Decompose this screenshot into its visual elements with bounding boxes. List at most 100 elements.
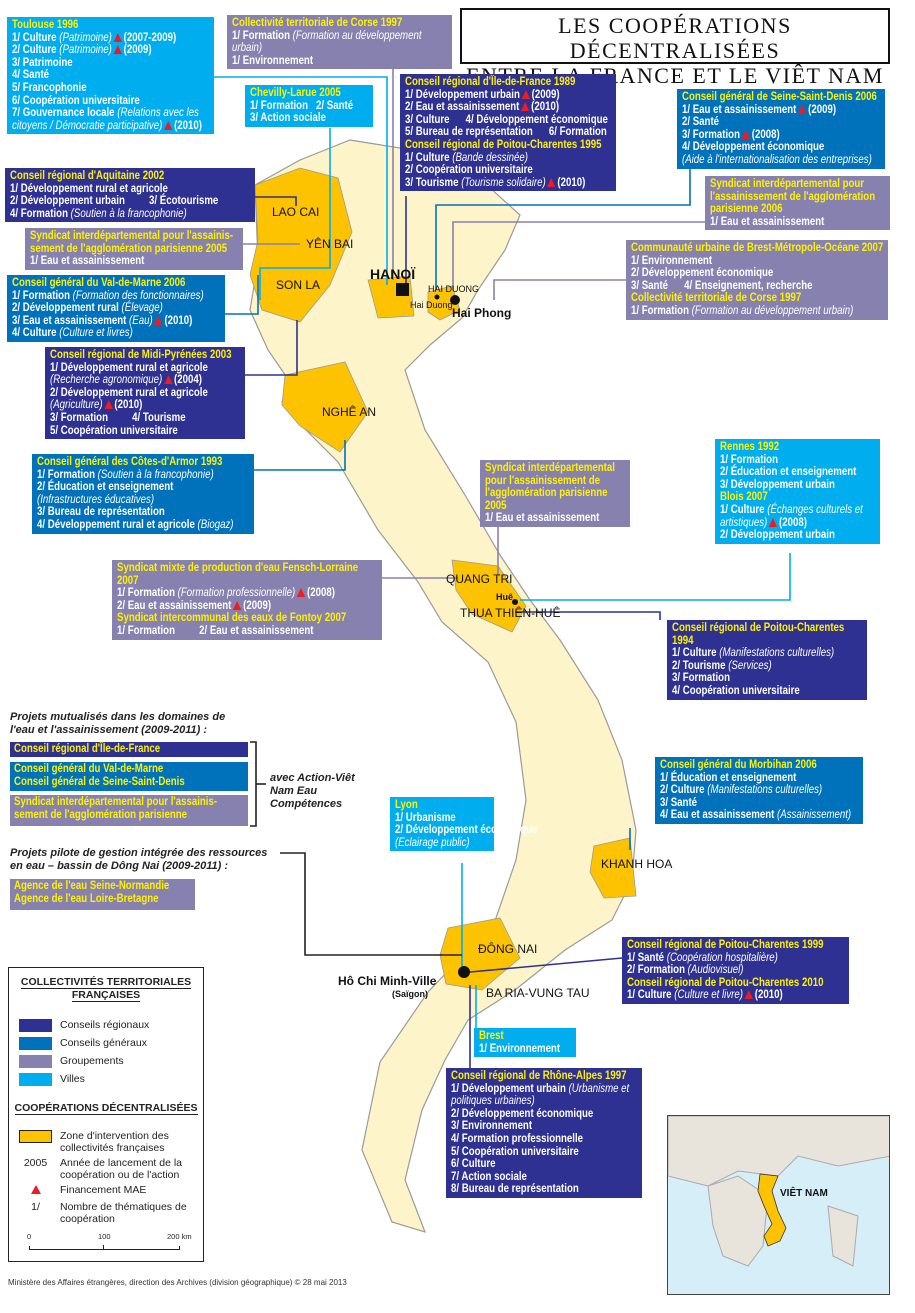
theme-text: 3/ Eau et assainissement (12, 314, 127, 327)
theme-text: 3/ Tourisme (405, 176, 459, 189)
hai-duong-marker (434, 294, 440, 300)
theme-text: 1/ Environnement (631, 254, 713, 267)
hcm-marker (458, 966, 470, 978)
zone-hai-duong (427, 285, 461, 321)
theme-line: (Recherche agronomique) (2004) (50, 374, 241, 387)
map-title: LES COOPÉRATIONS DÉCENTRALISÉES ENTRE LA… (460, 8, 890, 88)
theme-detail: (Manifestations culturelles) (719, 647, 835, 660)
theme-line: 5/ Francophonie (12, 82, 210, 95)
theme-line: 2/ Éducation et enseignement (720, 466, 876, 479)
theme-text: 6/ Coopération universitaire (12, 94, 140, 107)
box-title: Chevilly-Larue 2005 (250, 87, 341, 99)
mutualises-heading: Projets mutualisés dans les domaines de … (10, 711, 226, 736)
box-title: Conseil général du Morbihan 2006 (660, 759, 817, 771)
hai-phong-marker (450, 295, 460, 305)
legend-villes: Villes (19, 1073, 85, 1086)
box-midi-pyrenees: Conseil régional de Midi-Pyrénées 2003 1/… (45, 347, 245, 440)
theme-line: 1/ Formation (Formation au développement… (631, 305, 884, 318)
theme-detail: (Formation des fonctionnaires) (72, 289, 204, 302)
theme-detail: (Formation au développement urbain) (232, 29, 422, 55)
box-brest-ville: Brest 1/ Environnement (474, 1028, 576, 1058)
theme-line: 1/ Culture (Manifestations culturelles) (672, 647, 863, 660)
theme-line: 1/ Environnement (631, 255, 884, 268)
theme-text: 4/ Eau et assainissement (660, 809, 775, 822)
mae-triangle-icon (154, 315, 163, 325)
box-title: Syndicat mixte de production d'eau Fensc… (117, 562, 359, 587)
theme-detail: (Patrimoine) (59, 31, 112, 44)
theme-text: 4/ Développement rural et agricole (37, 518, 195, 531)
legend-zone: Zone d'intervention des collectivités fr… (19, 1130, 199, 1154)
theme-line: 3/ Environnement (451, 1120, 638, 1133)
theme-text: 1/ Développement rural et agricole (10, 182, 168, 195)
box-title: Toulouse 1996 (12, 19, 79, 31)
box-title: Syndicat interdépartemental pour l'assai… (710, 178, 876, 216)
box-title: Conseil général de Seine-Saint-Denis 200… (682, 91, 877, 103)
theme-year: (2010) (754, 989, 783, 1002)
box-title: Conseil régional d'Île-de-France 1989 (405, 76, 576, 88)
place-label-ba-ria: BA RIA-VUNG TAU (486, 986, 590, 1000)
theme-line: 2/ Formation (Audiovisuel) (627, 964, 845, 977)
theme-line: 2/ Eau et assainissement (2010) (405, 101, 612, 114)
theme-text: 2/ Coopération universitaire (405, 164, 533, 177)
box-brest-cu: Communauté urbaine de Brest-Métropole-Oc… (626, 240, 888, 320)
theme-line: 1/ Formation (Formation au développement… (232, 30, 448, 55)
theme-line: 1/ Eau et assainissement (2009) (682, 104, 881, 117)
theme-detail: (Urbanisme et politiques urbaines) (451, 1082, 630, 1108)
theme-text: 1/ Eau et assainissement (485, 512, 600, 525)
theme-text: 2/ Développement urbain (720, 529, 835, 542)
theme-text: 1/ Formation 2/ Santé (250, 99, 354, 112)
theme-text: 1/ Développement rural et agricole (50, 361, 208, 374)
mutualises-partner: avec Action-Viêt Nam Eau Compétences (270, 772, 355, 810)
theme-text: 1/ Formation (12, 289, 70, 302)
theme-text: 1/ Formation (720, 453, 778, 466)
box-title: Communauté urbaine de Brest-Métropole-Oc… (631, 242, 884, 254)
theme-line: (Eclairage public) (395, 837, 490, 850)
theme-text: 2/ Eau et assainissement (117, 599, 232, 612)
theme-text: 3/ Patrimoine (12, 56, 73, 69)
theme-detail: (Formation professionnelle) (177, 587, 296, 600)
theme-line: (Agriculture) (2010) (50, 399, 241, 412)
box-title: Conseil général du Val-de-Marne 2006 (12, 277, 186, 289)
theme-line: 3/ Santé (660, 797, 859, 810)
mutualises-bracket (250, 741, 257, 827)
theme-text: 2/ Santé (682, 116, 720, 129)
connector-line (255, 196, 297, 206)
mae-triangle-icon (521, 89, 530, 99)
place-label-lao-cai: LAO CAI (272, 205, 320, 219)
connector-line (254, 440, 346, 471)
theme-detail: (Infrastructures éducatives) (37, 493, 155, 506)
theme-line: 5/ Coopération universitaire (451, 1146, 638, 1159)
legend-number: 1/Nombre de thématiques de coopération (31, 1201, 187, 1225)
theme-text: 1/ Eau et assainissement (710, 215, 825, 228)
theme-line: 4/ Coopération universitaire (672, 685, 863, 698)
theme-text: 6/ Culture (451, 1158, 496, 1171)
theme-text: 3/ Formation (672, 672, 730, 685)
place-label-hcm: Hô Chi Minh-Ville (338, 974, 437, 988)
theme-text: 7/ Gouvernance locale (12, 107, 115, 120)
mae-triangle-icon (30, 1185, 41, 1194)
mutualises-generaux: Conseil général du Val-de-Marne Conseil g… (10, 762, 248, 791)
theme-line: 4/ Formation professionnelle (451, 1133, 638, 1146)
box-aquitaine: Conseil régional d'Aquitaine 2002 1/ Déve… (5, 168, 255, 223)
connector-line (280, 852, 462, 956)
theme-text: 2/ Développement rural et agricole (50, 386, 208, 399)
box-title: Conseil régional de Poitou-Charentes 201… (627, 976, 824, 989)
theme-line: 7/ Gouvernance locale (Relations avec le… (12, 107, 210, 132)
theme-detail: (Coopération hospitalière) (666, 951, 778, 964)
theme-year: (2010) (114, 399, 143, 412)
theme-line: 3/ Formation (672, 672, 863, 685)
title-line-1: LES COOPÉRATIONS DÉCENTRALISÉES (558, 13, 792, 63)
theme-detail: (Manifestations culturelles) (707, 784, 823, 797)
zone-khanh-hoa (589, 837, 637, 899)
theme-line: 4/ Eau et assainissement (Assainissement… (660, 809, 859, 822)
box-title: Syndicat interdépartemental pour l'assai… (30, 230, 234, 255)
box-poitou-1994: Conseil régional de Poitou-Charentes 199… (667, 620, 867, 700)
theme-line: 2/ Tourisme (Services) (672, 660, 863, 673)
theme-text: 2/ Tourisme (672, 659, 726, 672)
theme-line: 3/ Bureau de représentation (37, 506, 250, 519)
theme-line: 1/ Développement rural et agricole (50, 362, 241, 375)
theme-line: 3/ Culture 4/ Développement économique (405, 114, 612, 127)
box-title: Conseil régional de Rhône-Alpes 1997 (451, 1070, 627, 1082)
theme-text: 4/ Coopération universitaire (672, 684, 800, 697)
